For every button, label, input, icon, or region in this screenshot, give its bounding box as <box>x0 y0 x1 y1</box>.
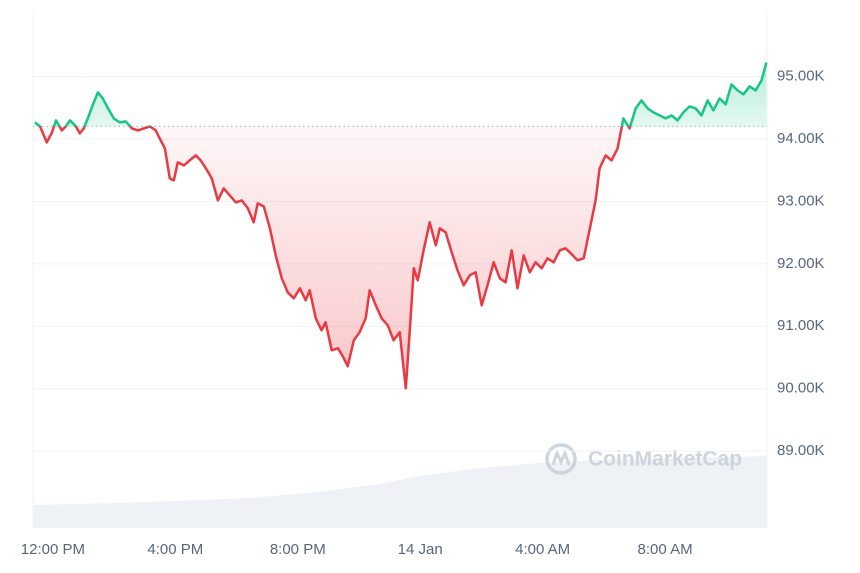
volume-area <box>33 456 767 528</box>
price-line <box>34 62 768 390</box>
y-tick-label: 95.00K <box>777 67 825 84</box>
x-tick-label: 8:00 PM <box>270 541 326 558</box>
y-tick-label: 91.00K <box>777 317 825 334</box>
x-tick-label: 4:00 PM <box>147 541 203 558</box>
watermark-logo <box>551 448 571 466</box>
watermark-text: CoinMarketCap <box>588 448 742 471</box>
watermark-logo <box>545 443 577 475</box>
y-tick-label: 90.00K <box>777 380 825 397</box>
x-tick-label: 14 Jan <box>398 541 443 558</box>
y-tick-label: 92.00K <box>777 255 825 272</box>
x-tick-label: 12:00 PM <box>21 541 85 558</box>
y-tick-label: 89.00K <box>777 442 825 459</box>
y-tick-label: 93.00K <box>777 192 825 209</box>
x-tick-label: 4:00 AM <box>515 541 570 558</box>
x-tick-label: 8:00 AM <box>638 541 693 558</box>
watermark: CoinMarketCap <box>545 443 742 475</box>
price-area <box>34 62 767 389</box>
y-tick-label: 94.00K <box>777 130 825 147</box>
